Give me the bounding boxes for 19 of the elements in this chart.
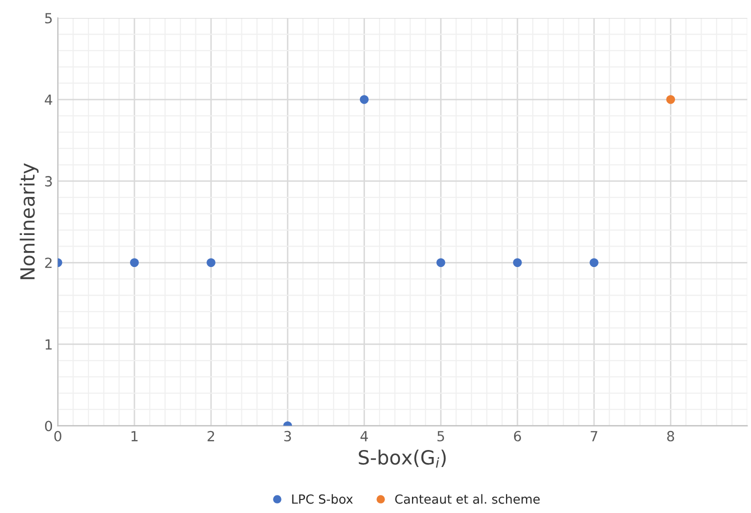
x-tick-label: 2 <box>208 430 214 442</box>
x-axis-title: S-box(G$_{i}$) <box>358 450 446 468</box>
y-tick-label: 4 <box>44 94 52 105</box>
y-tick-label: 3 <box>45 176 52 187</box>
y-tick-label: 2 <box>45 258 52 268</box>
x-tick-label: 3 <box>284 430 291 442</box>
x-tick-label: 8 <box>667 430 674 442</box>
y-tick-label: 0 <box>45 420 52 432</box>
x-tick-label: 4 <box>360 431 368 442</box>
legend-label: LPC S-box <box>292 494 353 504</box>
y-tick-label: 1 <box>46 339 52 350</box>
x-tick-label: 1 <box>132 431 138 442</box>
y-axis-title: Nonlinearity <box>20 163 39 280</box>
x-tick-label: 7 <box>590 431 598 442</box>
x-tick-label: 5 <box>437 431 444 442</box>
x-tick-label: 6 <box>514 430 521 442</box>
legend-label: Canteaut et al. scheme <box>395 494 540 504</box>
x-tick-label: 0 <box>54 430 62 442</box>
y-tick-label: 5 <box>45 13 52 24</box>
